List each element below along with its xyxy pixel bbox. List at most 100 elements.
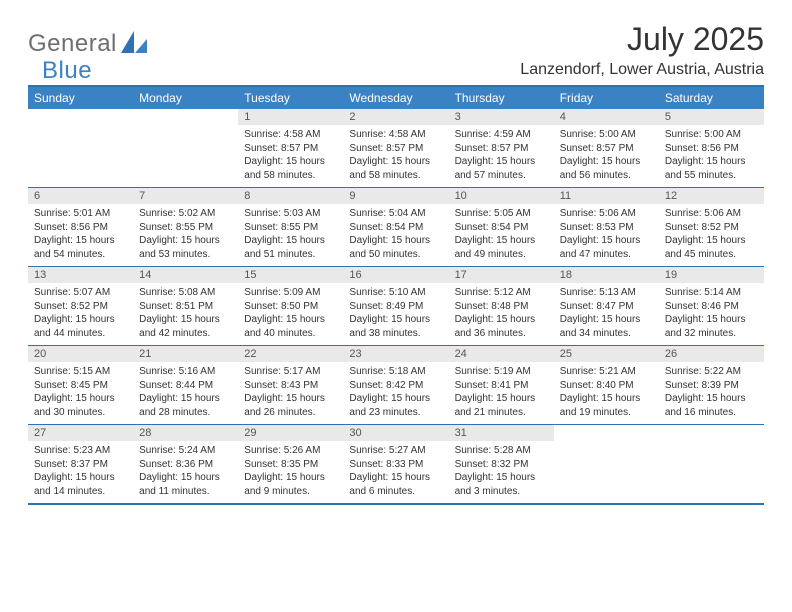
day-cell: 10Sunrise: 5:05 AMSunset: 8:54 PMDayligh… bbox=[449, 188, 554, 266]
day-number: 26 bbox=[659, 346, 764, 362]
sunrise-text: Sunrise: 5:00 AM bbox=[665, 128, 758, 142]
day-body: Sunrise: 5:06 AMSunset: 8:52 PMDaylight:… bbox=[659, 204, 764, 266]
day-number: 23 bbox=[343, 346, 448, 362]
day-cell: 27Sunrise: 5:23 AMSunset: 8:37 PMDayligh… bbox=[28, 425, 133, 503]
day-number: 13 bbox=[28, 267, 133, 283]
day-cell: 30Sunrise: 5:27 AMSunset: 8:33 PMDayligh… bbox=[343, 425, 448, 503]
day-cell: 9Sunrise: 5:04 AMSunset: 8:54 PMDaylight… bbox=[343, 188, 448, 266]
daylight-text: Daylight: 15 hours and 36 minutes. bbox=[455, 313, 548, 340]
day-cell bbox=[659, 425, 764, 503]
sunrise-text: Sunrise: 5:17 AM bbox=[244, 365, 337, 379]
day-body: Sunrise: 5:09 AMSunset: 8:50 PMDaylight:… bbox=[238, 283, 343, 345]
sunrise-text: Sunrise: 4:59 AM bbox=[455, 128, 548, 142]
sunset-text: Sunset: 8:57 PM bbox=[455, 142, 548, 156]
day-cell: 20Sunrise: 5:15 AMSunset: 8:45 PMDayligh… bbox=[28, 346, 133, 424]
sunrise-text: Sunrise: 5:07 AM bbox=[34, 286, 127, 300]
day-body: Sunrise: 5:21 AMSunset: 8:40 PMDaylight:… bbox=[554, 362, 659, 424]
day-number: 27 bbox=[28, 425, 133, 441]
sunset-text: Sunset: 8:46 PM bbox=[665, 300, 758, 314]
daylight-text: Daylight: 15 hours and 14 minutes. bbox=[34, 471, 127, 498]
sunset-text: Sunset: 8:54 PM bbox=[349, 221, 442, 235]
daylight-text: Daylight: 15 hours and 55 minutes. bbox=[665, 155, 758, 182]
day-number bbox=[133, 109, 238, 125]
sunrise-text: Sunrise: 5:23 AM bbox=[34, 444, 127, 458]
daylight-text: Daylight: 15 hours and 45 minutes. bbox=[665, 234, 758, 261]
day-body: Sunrise: 5:18 AMSunset: 8:42 PMDaylight:… bbox=[343, 362, 448, 424]
sunset-text: Sunset: 8:51 PM bbox=[139, 300, 232, 314]
daylight-text: Daylight: 15 hours and 58 minutes. bbox=[244, 155, 337, 182]
day-number: 31 bbox=[449, 425, 554, 441]
day-body: Sunrise: 5:02 AMSunset: 8:55 PMDaylight:… bbox=[133, 204, 238, 266]
calendar-grid: SundayMondayTuesdayWednesdayThursdayFrid… bbox=[28, 85, 764, 505]
day-number: 14 bbox=[133, 267, 238, 283]
sunrise-text: Sunrise: 5:22 AM bbox=[665, 365, 758, 379]
sunset-text: Sunset: 8:56 PM bbox=[665, 142, 758, 156]
day-cell: 5Sunrise: 5:00 AMSunset: 8:56 PMDaylight… bbox=[659, 109, 764, 187]
day-number: 8 bbox=[238, 188, 343, 204]
day-cell: 14Sunrise: 5:08 AMSunset: 8:51 PMDayligh… bbox=[133, 267, 238, 345]
daylight-text: Daylight: 15 hours and 28 minutes. bbox=[139, 392, 232, 419]
daylight-text: Daylight: 15 hours and 26 minutes. bbox=[244, 392, 337, 419]
sunset-text: Sunset: 8:35 PM bbox=[244, 458, 337, 472]
day-number: 30 bbox=[343, 425, 448, 441]
sunrise-text: Sunrise: 5:06 AM bbox=[665, 207, 758, 221]
daylight-text: Daylight: 15 hours and 16 minutes. bbox=[665, 392, 758, 419]
day-body: Sunrise: 5:26 AMSunset: 8:35 PMDaylight:… bbox=[238, 441, 343, 503]
day-body: Sunrise: 5:01 AMSunset: 8:56 PMDaylight:… bbox=[28, 204, 133, 266]
sunrise-text: Sunrise: 4:58 AM bbox=[349, 128, 442, 142]
day-cell: 11Sunrise: 5:06 AMSunset: 8:53 PMDayligh… bbox=[554, 188, 659, 266]
sunset-text: Sunset: 8:50 PM bbox=[244, 300, 337, 314]
sunrise-text: Sunrise: 5:05 AM bbox=[455, 207, 548, 221]
day-cell: 19Sunrise: 5:14 AMSunset: 8:46 PMDayligh… bbox=[659, 267, 764, 345]
day-cell: 21Sunrise: 5:16 AMSunset: 8:44 PMDayligh… bbox=[133, 346, 238, 424]
day-body: Sunrise: 5:17 AMSunset: 8:43 PMDaylight:… bbox=[238, 362, 343, 424]
daylight-text: Daylight: 15 hours and 3 minutes. bbox=[455, 471, 548, 498]
day-number bbox=[554, 425, 659, 441]
week-row: 20Sunrise: 5:15 AMSunset: 8:45 PMDayligh… bbox=[28, 345, 764, 424]
weeks-container: 1Sunrise: 4:58 AMSunset: 8:57 PMDaylight… bbox=[28, 109, 764, 503]
sunrise-text: Sunrise: 5:26 AM bbox=[244, 444, 337, 458]
sunrise-text: Sunrise: 4:58 AM bbox=[244, 128, 337, 142]
sunset-text: Sunset: 8:40 PM bbox=[560, 379, 653, 393]
day-cell: 31Sunrise: 5:28 AMSunset: 8:32 PMDayligh… bbox=[449, 425, 554, 503]
day-body: Sunrise: 4:59 AMSunset: 8:57 PMDaylight:… bbox=[449, 125, 554, 187]
day-number: 21 bbox=[133, 346, 238, 362]
daylight-text: Daylight: 15 hours and 32 minutes. bbox=[665, 313, 758, 340]
sunrise-text: Sunrise: 5:14 AM bbox=[665, 286, 758, 300]
day-body: Sunrise: 5:00 AMSunset: 8:57 PMDaylight:… bbox=[554, 125, 659, 187]
brand-logo: General bbox=[28, 22, 147, 58]
day-number: 1 bbox=[238, 109, 343, 125]
sunrise-text: Sunrise: 5:08 AM bbox=[139, 286, 232, 300]
weekday-header: Friday bbox=[554, 87, 659, 109]
day-cell bbox=[28, 109, 133, 187]
day-body: Sunrise: 5:04 AMSunset: 8:54 PMDaylight:… bbox=[343, 204, 448, 266]
sunrise-text: Sunrise: 5:28 AM bbox=[455, 444, 548, 458]
sunset-text: Sunset: 8:53 PM bbox=[560, 221, 653, 235]
sunset-text: Sunset: 8:57 PM bbox=[560, 142, 653, 156]
day-cell: 6Sunrise: 5:01 AMSunset: 8:56 PMDaylight… bbox=[28, 188, 133, 266]
daylight-text: Daylight: 15 hours and 30 minutes. bbox=[34, 392, 127, 419]
daylight-text: Daylight: 15 hours and 6 minutes. bbox=[349, 471, 442, 498]
week-row: 27Sunrise: 5:23 AMSunset: 8:37 PMDayligh… bbox=[28, 424, 764, 503]
day-body: Sunrise: 5:10 AMSunset: 8:49 PMDaylight:… bbox=[343, 283, 448, 345]
day-number bbox=[659, 425, 764, 441]
sunset-text: Sunset: 8:47 PM bbox=[560, 300, 653, 314]
day-number: 11 bbox=[554, 188, 659, 204]
month-title: July 2025 bbox=[520, 22, 764, 57]
day-number: 28 bbox=[133, 425, 238, 441]
daylight-text: Daylight: 15 hours and 50 minutes. bbox=[349, 234, 442, 261]
weekday-header: Thursday bbox=[449, 87, 554, 109]
day-number: 12 bbox=[659, 188, 764, 204]
daylight-text: Daylight: 15 hours and 57 minutes. bbox=[455, 155, 548, 182]
day-cell: 2Sunrise: 4:58 AMSunset: 8:57 PMDaylight… bbox=[343, 109, 448, 187]
daylight-text: Daylight: 15 hours and 58 minutes. bbox=[349, 155, 442, 182]
day-number: 4 bbox=[554, 109, 659, 125]
day-number: 7 bbox=[133, 188, 238, 204]
day-cell: 25Sunrise: 5:21 AMSunset: 8:40 PMDayligh… bbox=[554, 346, 659, 424]
daylight-text: Daylight: 15 hours and 21 minutes. bbox=[455, 392, 548, 419]
calendar-page: General July 2025 Lanzendorf, Lower Aust… bbox=[0, 0, 792, 527]
sunset-text: Sunset: 8:57 PM bbox=[244, 142, 337, 156]
sunset-text: Sunset: 8:49 PM bbox=[349, 300, 442, 314]
weekday-header: Monday bbox=[133, 87, 238, 109]
day-cell: 28Sunrise: 5:24 AMSunset: 8:36 PMDayligh… bbox=[133, 425, 238, 503]
